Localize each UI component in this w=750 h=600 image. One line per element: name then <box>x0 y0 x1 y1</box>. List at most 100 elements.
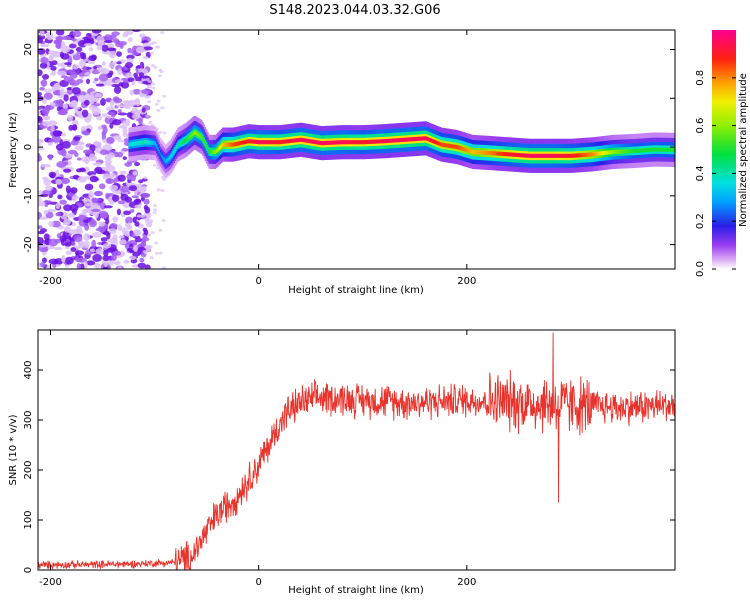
noise-speck <box>117 109 122 113</box>
noise-speck <box>111 113 116 118</box>
noise-speck <box>102 126 108 135</box>
ridge-cell <box>394 138 397 143</box>
ridge-cell <box>424 136 427 141</box>
ridge-cell <box>384 139 387 144</box>
ridge-cell <box>483 150 485 155</box>
ridge-cell <box>633 148 635 154</box>
ridge-cell <box>182 139 184 144</box>
ridge-cell <box>232 142 234 147</box>
ridge-cell <box>345 140 348 145</box>
ridge-cell <box>314 140 317 145</box>
noise-speck <box>143 176 148 180</box>
ridge-cell <box>524 153 526 158</box>
noise-speck <box>91 30 102 34</box>
noise-speck <box>55 143 64 151</box>
noise-speck <box>100 98 106 106</box>
ridge-cell <box>419 136 422 141</box>
ridge-cell <box>137 141 139 146</box>
ridge-cell <box>150 140 153 145</box>
noise-speck <box>136 65 143 69</box>
noise-speck <box>126 112 133 118</box>
noise-speck <box>67 149 78 155</box>
noise-speck <box>100 213 108 219</box>
ridge-cell <box>444 143 447 148</box>
noise-speck <box>88 55 97 62</box>
ridge-cell <box>262 140 264 145</box>
ridge-cell <box>382 139 384 144</box>
noise-speck <box>147 233 152 237</box>
ridge-cell <box>188 135 190 140</box>
ridge-cell <box>243 140 245 145</box>
ridge-cell <box>529 153 531 158</box>
noise-speck <box>51 85 57 93</box>
ridge-cell <box>163 157 165 162</box>
noise-speck <box>144 114 149 118</box>
ridge-cell <box>644 148 646 153</box>
ridge-cell <box>357 140 359 145</box>
noise-speck <box>154 251 159 255</box>
ridge-cell <box>446 143 449 148</box>
ridge-cell <box>631 148 634 154</box>
noise-speck <box>60 53 70 60</box>
noise-speck <box>72 106 81 110</box>
ridge-cell <box>556 153 559 158</box>
ridge-cell <box>540 153 543 158</box>
ridge-cell <box>374 139 377 144</box>
noise-speck <box>40 163 51 168</box>
ridge-cell <box>423 136 425 141</box>
ridge-cell <box>234 142 237 147</box>
spectrogram-y-tick-label: 10 <box>23 92 34 105</box>
ridge-cell <box>240 140 243 145</box>
ridge-cell <box>209 149 212 154</box>
ridge-cell <box>225 142 228 147</box>
snr-x-label: Height of straight line (km) <box>288 585 424 596</box>
noise-speck <box>48 238 58 247</box>
ridge-cell <box>174 147 177 152</box>
ridge-cell <box>604 150 606 155</box>
noise-speck <box>153 204 158 208</box>
noise-speck <box>127 47 132 54</box>
noise-speck <box>125 72 133 79</box>
ridge-cell <box>639 148 641 153</box>
noise-speck <box>48 220 54 227</box>
noise-speck <box>96 115 103 121</box>
ridge-cell <box>484 150 486 155</box>
noise-speck <box>132 216 137 224</box>
noise-speck <box>71 241 76 247</box>
ridge-cell <box>600 151 603 156</box>
noise-speck <box>159 70 164 74</box>
noise-speck <box>113 97 123 104</box>
noise-speck <box>48 139 55 143</box>
noise-speck <box>42 189 53 196</box>
ridge-cell <box>611 149 614 155</box>
noise-speck <box>44 88 53 93</box>
ridge-cell <box>309 139 312 144</box>
ridge-cell <box>259 140 262 145</box>
snr-frame <box>37 329 676 571</box>
ridge-cell <box>518 153 520 158</box>
noise-speck <box>56 161 67 168</box>
noise-speck <box>40 44 50 48</box>
ridge-cell <box>473 149 475 155</box>
noise-speck <box>99 202 107 210</box>
ridge-cell <box>298 137 300 143</box>
ridge-cell <box>616 149 619 154</box>
noise-speck <box>105 218 110 225</box>
noise-speck <box>97 67 105 73</box>
ridge-cell <box>526 153 529 158</box>
noise-speck <box>40 261 46 268</box>
ridge-cell <box>555 153 558 158</box>
ridge-cell <box>160 154 163 159</box>
ridge-cell <box>192 132 194 137</box>
noise-speck <box>79 51 85 59</box>
ridge-cell <box>625 149 628 154</box>
ridge-cell <box>475 150 478 155</box>
ridge-cell <box>595 151 598 156</box>
ridge-cell <box>323 141 325 146</box>
noise-speck <box>150 231 155 235</box>
noise-speck <box>114 79 124 84</box>
ridge-cell <box>205 144 208 149</box>
ridge-cell <box>514 152 516 157</box>
ridge-cell <box>660 147 663 152</box>
noise-speck <box>149 51 154 55</box>
